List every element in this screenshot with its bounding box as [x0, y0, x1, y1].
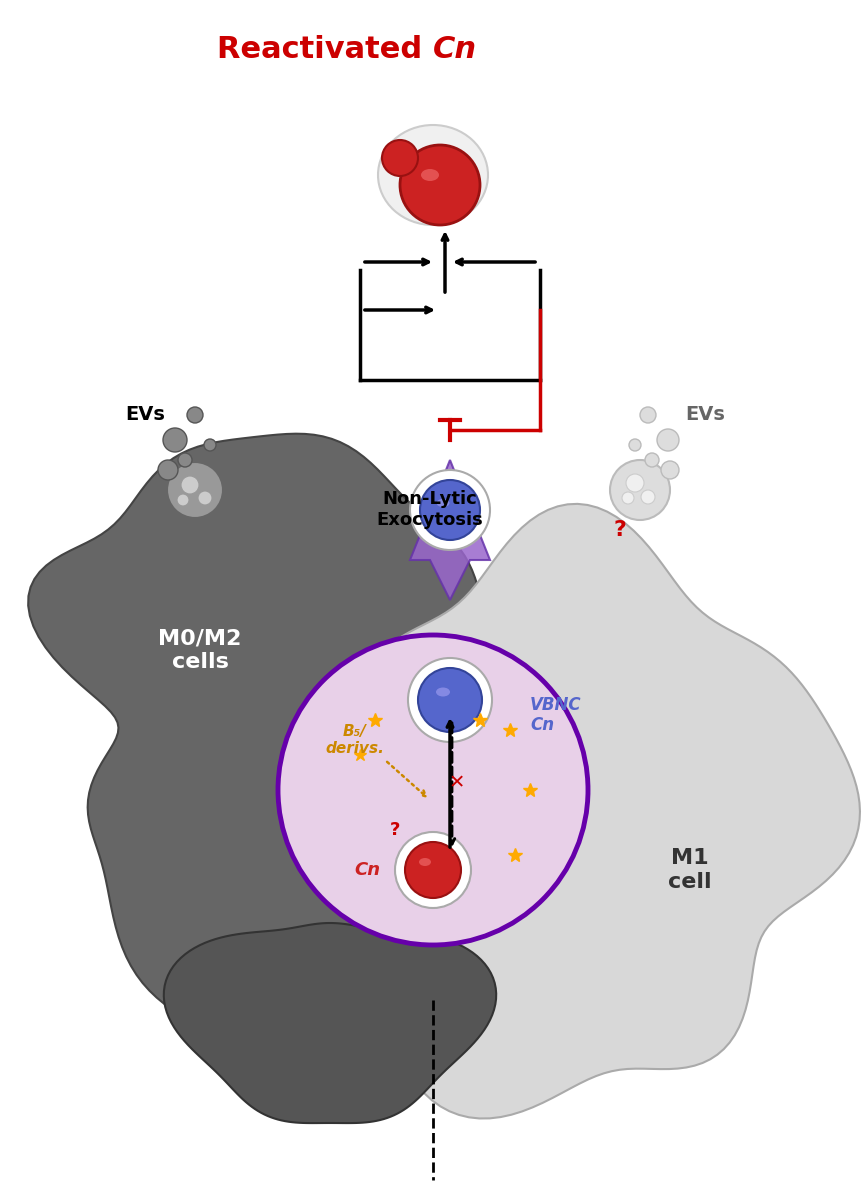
Circle shape: [626, 474, 644, 492]
Polygon shape: [410, 460, 490, 600]
Text: M1
cell: M1 cell: [669, 848, 712, 892]
Text: VBNC
Cn: VBNC Cn: [530, 696, 582, 734]
Circle shape: [177, 494, 189, 506]
Text: ?: ?: [614, 520, 626, 540]
Circle shape: [395, 832, 471, 908]
Circle shape: [641, 490, 655, 504]
Circle shape: [158, 460, 178, 480]
Circle shape: [187, 407, 203, 422]
Circle shape: [661, 461, 679, 479]
Text: Cn: Cn: [433, 36, 477, 65]
Text: EVs: EVs: [685, 406, 725, 425]
Circle shape: [645, 452, 659, 467]
Circle shape: [167, 462, 223, 518]
Circle shape: [408, 658, 492, 742]
Circle shape: [198, 491, 212, 505]
Circle shape: [204, 439, 216, 451]
Circle shape: [181, 476, 199, 494]
Ellipse shape: [436, 499, 449, 506]
Circle shape: [420, 480, 480, 540]
Text: Reactivated: Reactivated: [217, 36, 433, 65]
Circle shape: [640, 407, 656, 422]
Ellipse shape: [436, 688, 450, 696]
Circle shape: [278, 635, 588, 946]
Circle shape: [382, 140, 418, 176]
Circle shape: [657, 428, 679, 451]
Circle shape: [610, 460, 670, 520]
Polygon shape: [164, 923, 496, 1123]
Text: ✕: ✕: [449, 774, 465, 792]
Text: B₅/
derivs.: B₅/ derivs.: [326, 724, 385, 756]
Circle shape: [629, 439, 641, 451]
Circle shape: [163, 428, 187, 452]
Circle shape: [405, 842, 461, 898]
Ellipse shape: [378, 125, 488, 226]
Text: ?: ?: [390, 821, 400, 839]
Polygon shape: [29, 433, 538, 1055]
Circle shape: [418, 668, 482, 732]
Circle shape: [400, 145, 480, 226]
Circle shape: [178, 452, 192, 467]
Polygon shape: [362, 504, 860, 1118]
Circle shape: [622, 492, 634, 504]
Text: EVs: EVs: [125, 406, 165, 425]
Ellipse shape: [421, 169, 439, 181]
Circle shape: [410, 470, 490, 550]
Ellipse shape: [419, 858, 431, 866]
Text: Non-Lytic
Exocytosis: Non-Lytic Exocytosis: [377, 490, 483, 529]
Text: M0/M2
cells: M0/M2 cells: [158, 629, 242, 672]
Text: Cn: Cn: [354, 862, 380, 878]
